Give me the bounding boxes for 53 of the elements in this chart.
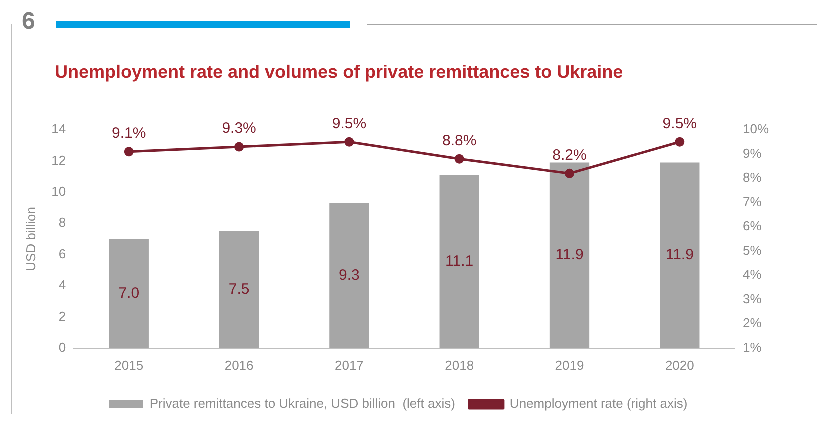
- y2-tick-label: 10%: [742, 122, 770, 137]
- bar: [330, 203, 370, 348]
- y-tick-label: 8: [58, 215, 66, 230]
- data-label: 11.9: [556, 246, 584, 264]
- bar: [109, 239, 149, 348]
- x-tick-label: 2020: [665, 358, 694, 373]
- data-label: 7.5: [228, 281, 250, 298]
- bar: [219, 231, 260, 348]
- point: [234, 142, 244, 152]
- data-label: 9.3%: [222, 120, 256, 138]
- y-tick-label: 2: [58, 308, 66, 324]
- legend-label: Unemployment rate (right axis): [510, 396, 688, 412]
- y2-tick-label: 1%: [742, 340, 762, 355]
- y2-tick-label: 2%: [742, 316, 762, 331]
- y2-tick-label: 7%: [742, 194, 762, 210]
- y2-tick-label: 9%: [742, 146, 762, 161]
- y2-tick-label: 4%: [742, 267, 762, 282]
- text: 6: [22, 8, 36, 36]
- data-label: 9.5%: [662, 115, 698, 132]
- x-tick-label: 2017: [334, 358, 364, 373]
- point: [675, 137, 685, 147]
- data-label: 8.8%: [442, 132, 477, 150]
- bar: [660, 162, 700, 348]
- y-tick-label: 0: [58, 340, 66, 355]
- data-label: 9.3: [339, 267, 360, 284]
- bar: [550, 162, 590, 348]
- data-label: 9.5%: [332, 115, 367, 132]
- bar: [440, 175, 480, 348]
- y-tick-label: 10: [52, 184, 66, 199]
- y2-tick-label: 8%: [742, 170, 762, 186]
- data-label: 11.1: [446, 252, 474, 270]
- y-tick-label: 14: [52, 122, 66, 137]
- point: [454, 154, 464, 164]
- chart-title: Unemployment rate and volumes of private remittances to Ukraine: [55, 62, 624, 83]
- y2-tick-label: 3%: [742, 291, 762, 306]
- y-tick-label: 6: [58, 246, 66, 262]
- point: [565, 168, 574, 178]
- x-tick-label: 2019: [555, 358, 584, 373]
- x-tick-label: 2015: [114, 358, 144, 373]
- point: [124, 147, 134, 157]
- y2-tick-label: 6%: [742, 218, 762, 234]
- data-label: 7.0: [118, 284, 140, 302]
- data-label: 8.2%: [552, 146, 587, 164]
- y-tick-label: 12: [52, 152, 66, 168]
- y-axis-title: USD billion: [23, 207, 38, 272]
- y-tick-label: 4: [58, 278, 66, 293]
- y2-tick-label: 5%: [742, 242, 762, 258]
- data-label: 11.9: [666, 246, 694, 264]
- legend-label: Private remittances to Ukraine, USD billion (left axis): [150, 396, 456, 412]
- data-label: 9.1%: [112, 124, 146, 142]
- x-tick-label: 2018: [445, 358, 474, 373]
- x-tick-label: 2016: [224, 358, 254, 373]
- point: [344, 137, 354, 147]
